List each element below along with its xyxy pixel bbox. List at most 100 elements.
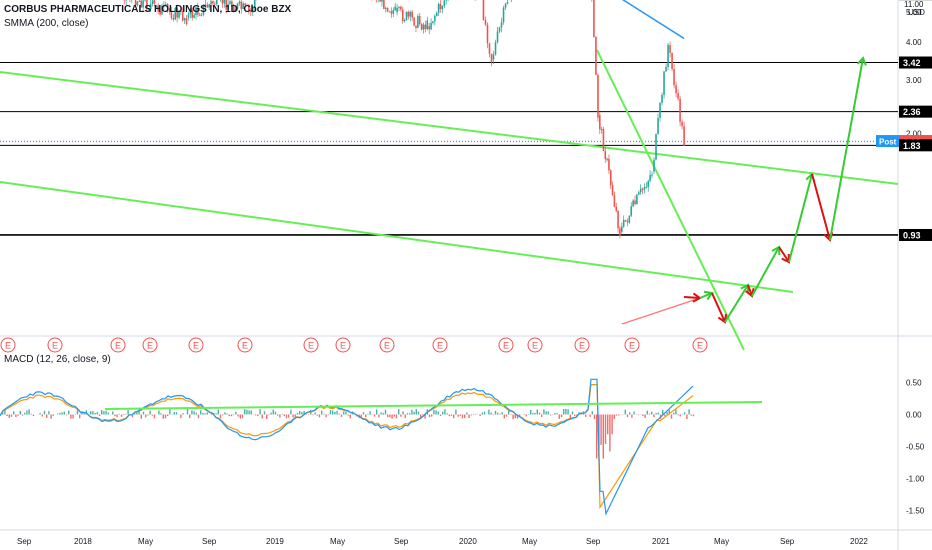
candle-body <box>386 7 389 12</box>
macd-histogram-bar <box>118 413 120 415</box>
candle-body <box>617 211 619 229</box>
earnings-marker-label: E <box>384 341 390 351</box>
macd-histogram-bar <box>92 411 94 415</box>
candle-body <box>643 187 646 190</box>
macd-histogram-bar <box>633 411 635 415</box>
macd-histogram-bar <box>653 414 655 418</box>
x-tick-label: 2022 <box>850 537 868 546</box>
macd-histogram-bar <box>167 414 169 416</box>
candle-body <box>490 53 493 62</box>
macd-histogram-bar <box>250 410 252 415</box>
macd-histogram-bar <box>439 414 442 416</box>
macd-y-tick-label: 0.00 <box>906 411 922 420</box>
candle-body <box>615 206 618 212</box>
macd-histogram-bar <box>413 411 415 415</box>
arrow-red <box>747 284 753 297</box>
macd-histogram-bar <box>475 413 477 415</box>
candle-body <box>496 31 499 43</box>
candle-body <box>598 115 601 130</box>
macd-histogram-bar <box>402 411 404 415</box>
macd-histogram-bar <box>690 414 692 416</box>
candle-body <box>181 10 184 21</box>
macd-histogram-bar <box>435 410 437 415</box>
macd-histogram-bar <box>395 414 398 419</box>
macd-histogram-bar <box>448 414 450 417</box>
candle-body <box>193 14 195 18</box>
macd-histogram-bar <box>182 413 184 415</box>
candle-body <box>384 7 387 9</box>
candle-body <box>630 206 633 216</box>
macd-y-tick-label: -1.50 <box>906 507 925 516</box>
x-tick-label: 2019 <box>266 537 284 546</box>
macd-histogram-bar <box>642 414 644 417</box>
candle-body <box>134 0 137 6</box>
candle-body <box>379 0 381 2</box>
earnings-marker-label: E <box>503 341 509 351</box>
macd-histogram-bar <box>136 411 138 415</box>
earnings-marker-label: E <box>308 341 314 351</box>
candle-body <box>142 0 144 8</box>
macd-histogram-bar <box>98 414 101 417</box>
macd-histogram-bar <box>219 414 222 419</box>
macd-histogram-bar <box>400 414 402 417</box>
macd-histogram-bar <box>464 414 466 419</box>
macd-histogram-bar <box>112 411 114 415</box>
candle-body <box>613 195 616 207</box>
earnings-marker <box>692 337 708 353</box>
candle-body <box>147 9 150 11</box>
arrow-green <box>788 173 813 263</box>
macd-histogram-bar <box>466 412 468 415</box>
candle-body <box>641 188 644 190</box>
macd-histogram-bar <box>79 414 81 419</box>
macd-histogram-bar <box>224 412 226 415</box>
candle-body <box>597 74 599 118</box>
price-label-text: 1.83 <box>903 141 921 151</box>
candle-body <box>240 1 243 9</box>
candle-body <box>161 5 163 15</box>
candle-body <box>191 10 194 18</box>
macd-histogram-bar <box>215 413 217 415</box>
macd-histogram-bar <box>624 409 626 415</box>
macd-histogram-bar <box>554 413 556 415</box>
macd-histogram-bar <box>17 414 19 416</box>
candle-body <box>214 3 216 5</box>
candle-body <box>624 219 627 222</box>
macd-histogram-bar <box>248 410 250 415</box>
earnings-marker-label: E <box>242 341 248 351</box>
macd-histogram-bar <box>534 412 536 415</box>
macd-histogram-bar <box>431 414 433 417</box>
macd-histogram-bar <box>490 412 492 415</box>
macd-histogram-bar <box>277 414 279 416</box>
macd-histogram-bar <box>457 414 459 417</box>
price-label-box <box>899 139 932 152</box>
macd-histogram-bar <box>138 409 140 415</box>
macd-histogram-bar <box>195 412 197 415</box>
macd-histogram-bar <box>360 414 362 419</box>
candle-body <box>441 5 444 10</box>
macd-histogram-bar <box>90 411 92 415</box>
macd-histogram-bar <box>666 412 668 415</box>
macd-histogram-bar <box>160 413 162 415</box>
candle-body <box>151 0 154 5</box>
macd-histogram-bar <box>549 414 552 416</box>
candle-body <box>679 98 681 122</box>
candle-body <box>138 0 141 2</box>
price-label-2-36: 2.36 <box>899 105 932 118</box>
candle-body <box>183 18 186 21</box>
candle-body <box>251 7 254 13</box>
macd-histogram-bar <box>574 414 576 416</box>
macd-histogram-bar <box>629 412 631 415</box>
earnings-marker-label: E <box>629 341 635 351</box>
candle-body <box>185 18 188 25</box>
macd-histogram-bar <box>444 409 446 415</box>
macd-y-tick-label: 0.50 <box>906 379 922 388</box>
candle-body <box>626 221 629 223</box>
indicator-label: SMMA (200, close) <box>4 18 89 29</box>
macd-histogram-bar <box>657 412 659 415</box>
macd-histogram-bar <box>257 414 259 416</box>
macd-histogram-bar <box>679 414 681 417</box>
price-label-1-83: 1.83 <box>899 139 932 152</box>
macd-histogram-bar <box>68 410 70 415</box>
